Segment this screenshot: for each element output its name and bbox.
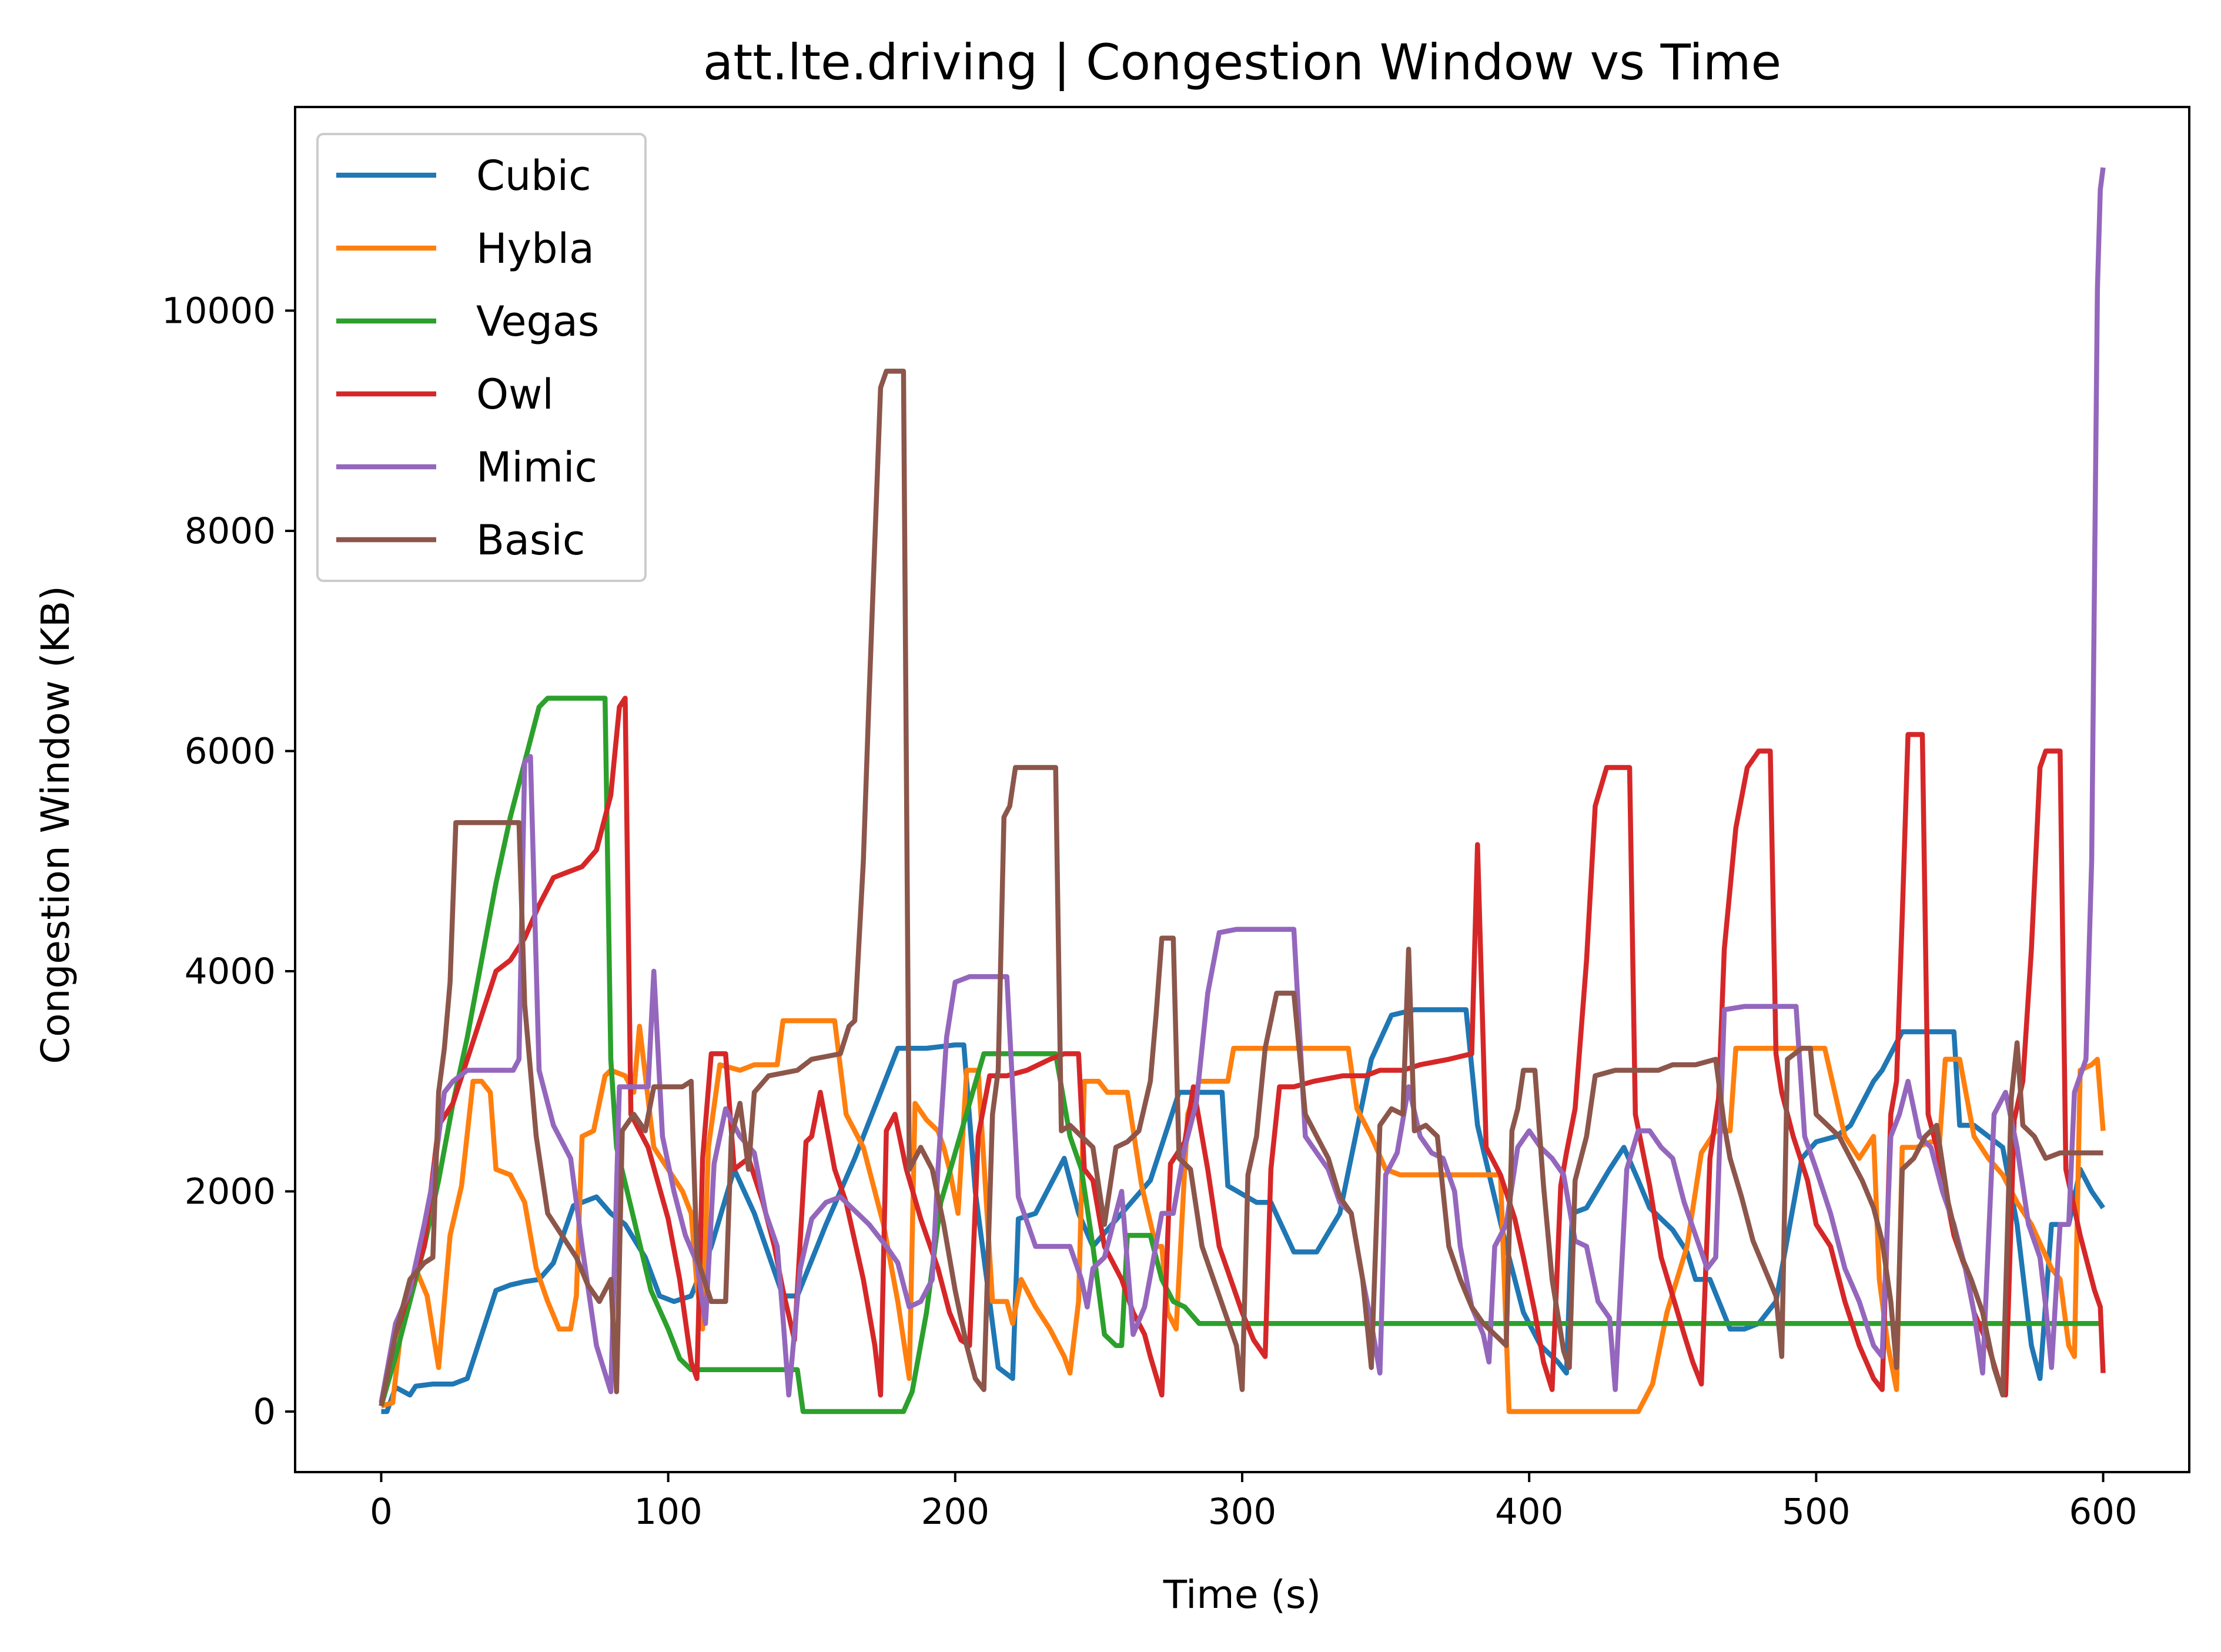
y-tick-label: 8000 bbox=[185, 510, 276, 552]
y-tick-label: 0 bbox=[253, 1391, 276, 1433]
tick-layer: 0 100 200 300 400 500 600020004000600080001000… bbox=[162, 290, 2138, 1533]
y-tick-label: 6000 bbox=[185, 730, 276, 772]
series-line-owl bbox=[379, 695, 2106, 1403]
x-tick-label: 0 bbox=[370, 1491, 393, 1533]
series-line-hybla bbox=[380, 1018, 2106, 1414]
legend-label-mimic: Mimic bbox=[476, 443, 597, 491]
y-tick-label: 10000 bbox=[162, 290, 276, 332]
legend-label-cubic: Cubic bbox=[476, 152, 591, 200]
legend-label-basic: Basic bbox=[476, 516, 585, 564]
x-axis-label: Time (s) bbox=[1163, 1572, 1321, 1617]
x-tick-label: 100 bbox=[634, 1491, 702, 1533]
legend: Cubic Hybla Vegas Owl Mimic Basic bbox=[316, 133, 647, 582]
series-layer bbox=[379, 167, 2106, 1414]
legend-frame bbox=[316, 133, 647, 582]
plot-frame bbox=[294, 106, 2190, 1473]
x-tick-label: 400 bbox=[1495, 1491, 1563, 1533]
y-axis-label: Congestion Window (KB) bbox=[33, 586, 78, 1064]
series-line-basic bbox=[379, 369, 2103, 1407]
chart-title: att.lte.driving | Congestion Window vs T… bbox=[703, 34, 1782, 91]
legend-label-vegas: Vegas bbox=[476, 297, 599, 346]
x-tick-label: 300 bbox=[1208, 1491, 1276, 1533]
legend-label-owl: Owl bbox=[476, 370, 554, 419]
y-tick-label: 2000 bbox=[185, 1171, 276, 1212]
y-tick-label: 4000 bbox=[185, 951, 276, 992]
legend-label-hybla: Hybla bbox=[476, 225, 594, 273]
x-tick-label: 200 bbox=[921, 1491, 989, 1533]
x-tick-label: 500 bbox=[1782, 1491, 1850, 1533]
x-tick-label: 600 bbox=[2069, 1491, 2137, 1533]
series-line-cubic bbox=[381, 1007, 2105, 1414]
